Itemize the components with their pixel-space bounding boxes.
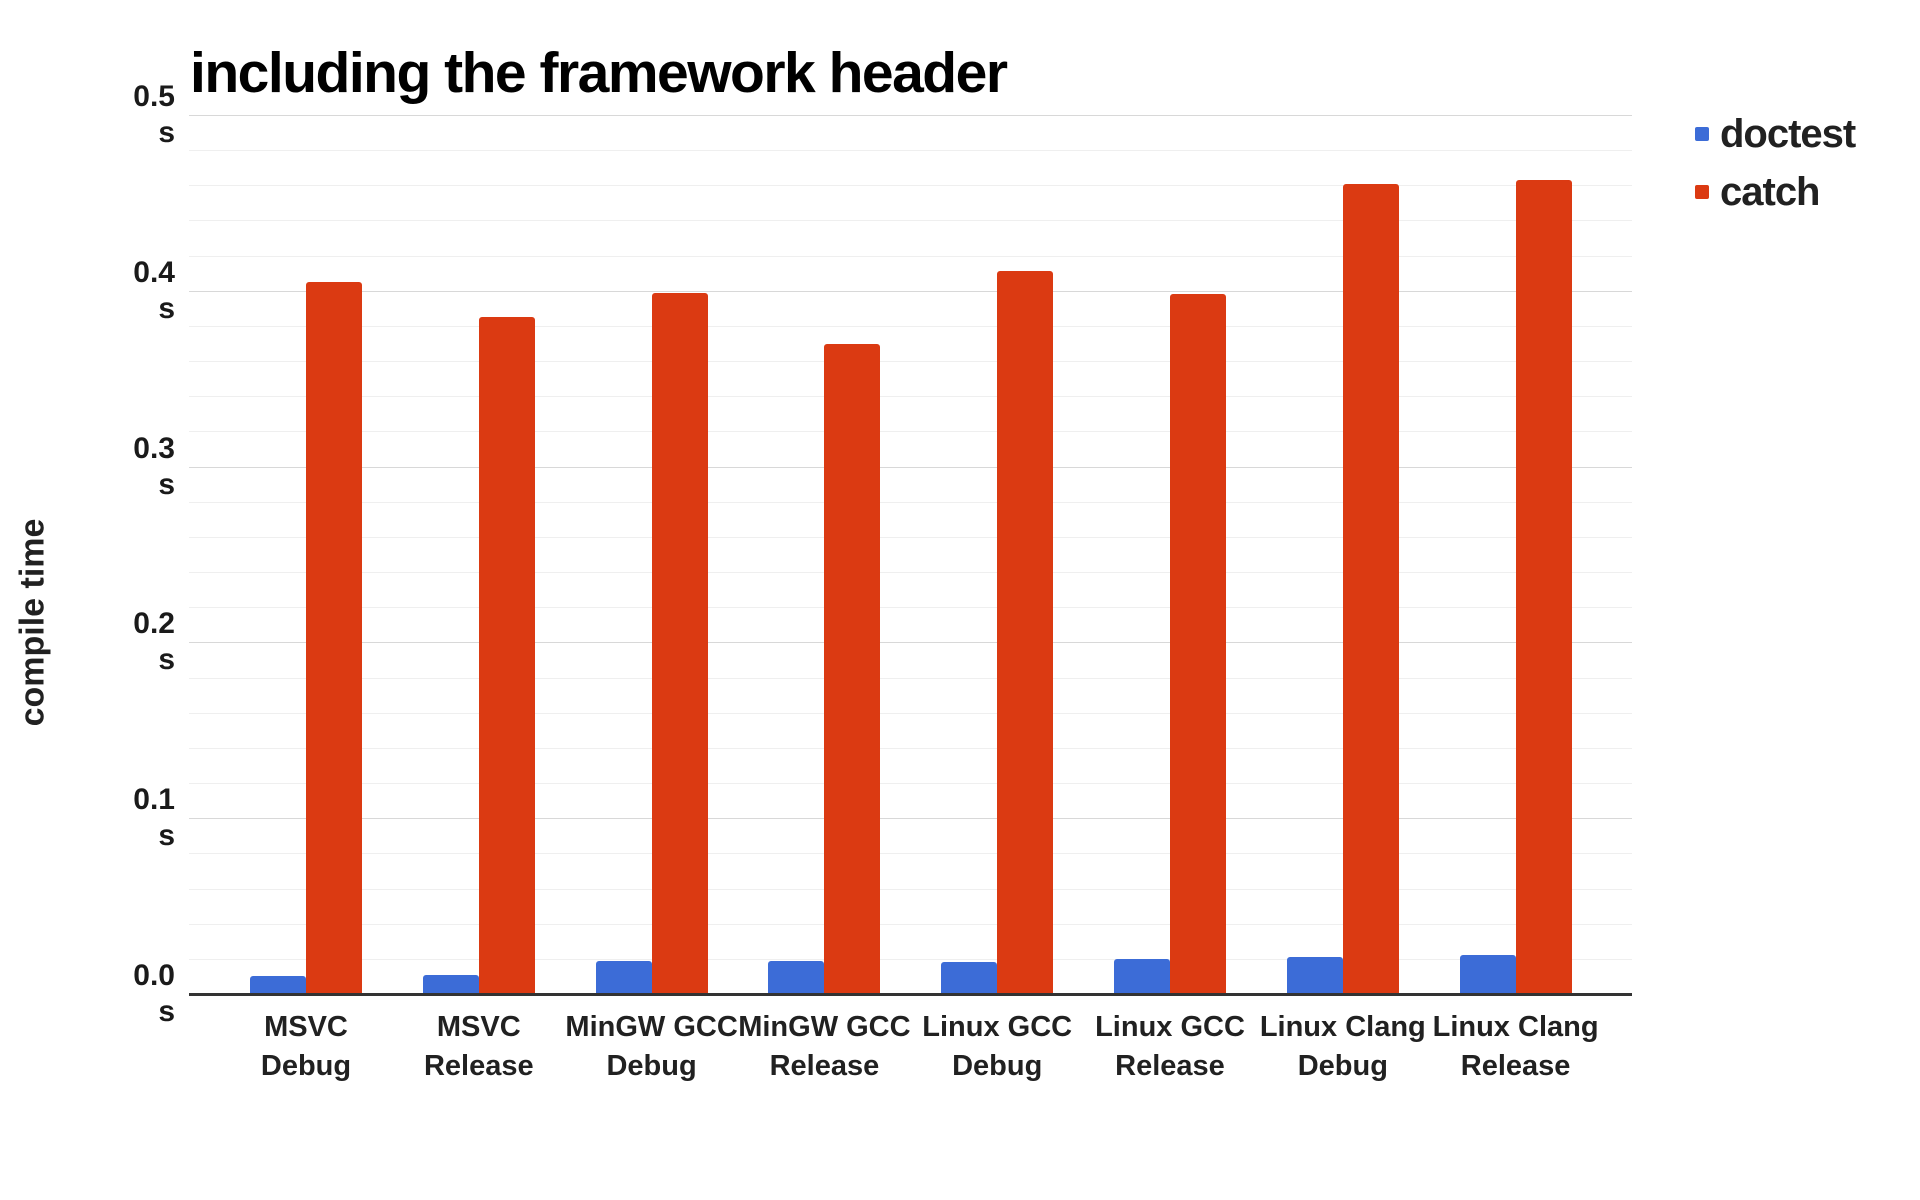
bar-doctest-msvc-debug [250, 976, 306, 994]
bar-catch-linux-gcc-debug [997, 271, 1054, 994]
y-tick-label: 0.0 s [133, 958, 175, 1030]
y-axis-title: compile time [13, 518, 52, 727]
legend: doctest catch [1695, 112, 1856, 212]
minor-gridline [189, 572, 1632, 573]
x-tick-line: Release [1115, 1050, 1225, 1082]
y-tick-value: 0.4 [133, 255, 175, 289]
x-tick-label: Linux GCC Release [1040, 1008, 1300, 1086]
bar-catch-mingw-gcc-debug [651, 292, 708, 994]
bar-doctest-linux-gcc-debug [941, 962, 998, 994]
doctest-series-swatch [1695, 127, 1709, 141]
y-tick-label: 0.3 s [133, 431, 175, 503]
y-tick-unit: s [158, 116, 175, 149]
minor-gridline [189, 959, 1632, 960]
x-tick-line: MSVC [264, 1011, 348, 1043]
y-tick-unit: s [158, 819, 175, 853]
x-tick-line: Linux Clang [1259, 1011, 1426, 1043]
x-tick-line: Release [769, 1050, 880, 1082]
legend-label-doctest: doctest [1720, 112, 1856, 156]
minor-gridline [189, 924, 1632, 925]
bar-doctest-mingw-gcc-debug [595, 960, 652, 994]
x-tick-label: Linux GCC Debug [867, 1008, 1127, 1086]
x-tick-line: Release [1460, 1050, 1571, 1082]
bar-catch-linux-clang-debug [1342, 183, 1399, 994]
y-tick-label: 0.1 s [133, 782, 175, 854]
minor-gridline [189, 748, 1632, 749]
y-tick-value: 0.3 [133, 431, 175, 465]
major-gridline [189, 291, 1632, 292]
y-tick-value: 0.1 [133, 783, 175, 817]
x-tick-line: Linux GCC [922, 1011, 1073, 1043]
minor-gridline [189, 678, 1632, 679]
y-tick-value: 0.2 [133, 607, 175, 641]
minor-gridline [189, 783, 1632, 784]
minor-gridline [189, 326, 1632, 327]
x-tick-label: MSVC Release [349, 1008, 609, 1086]
y-tick-label: 0.2 s [133, 606, 175, 678]
x-tick-line: MinGW GCC [565, 1011, 738, 1043]
y-tick-label: 0.5 s [133, 79, 175, 151]
bar-catch-linux-clang-release [1515, 180, 1572, 994]
x-tick-line: MinGW GCC [738, 1011, 911, 1043]
minor-gridline [189, 502, 1632, 503]
x-tick-line: Release [423, 1050, 534, 1082]
minor-gridline [189, 361, 1632, 362]
chart-title: including the framework header [190, 41, 1008, 105]
bar-catch-mingw-gcc-release [824, 343, 881, 994]
x-tick-label: Linux Clang Release [1386, 1008, 1646, 1086]
minor-gridline [189, 150, 1632, 151]
major-gridline [189, 818, 1632, 819]
minor-gridline [189, 185, 1632, 186]
x-tick-line: Debug [1297, 1050, 1388, 1082]
minor-gridline [189, 889, 1632, 890]
minor-gridline [189, 607, 1632, 608]
minor-gridline [189, 431, 1632, 432]
bar-doctest-linux-gcc-release [1114, 958, 1170, 994]
y-tick-unit: s [158, 467, 175, 501]
x-tick-label: MinGW GCC Release [694, 1008, 954, 1086]
bar-doctest-msvc-release [422, 974, 479, 994]
legend-label-catch: catch [1720, 170, 1820, 214]
major-gridline [189, 467, 1632, 468]
minor-gridline [189, 537, 1632, 538]
minor-gridline [189, 220, 1632, 221]
x-tick-label: Linux Clang Debug [1213, 1008, 1473, 1086]
y-tick-unit: s [158, 291, 175, 325]
major-gridline [189, 642, 1632, 643]
x-tick-line: Linux Clang [1432, 1011, 1599, 1043]
minor-gridline [189, 713, 1632, 714]
x-tick-line: Debug [952, 1050, 1043, 1082]
y-tick-value: 0.5 [133, 80, 175, 113]
catch-series-swatch [1695, 185, 1709, 199]
x-tick-line: Linux GCC [1095, 1011, 1245, 1043]
bar-catch-linux-gcc-release [1170, 294, 1226, 994]
bar-catch-msvc-debug [306, 282, 362, 994]
bar-catch-msvc-release [478, 317, 535, 994]
x-tick-line: MSVC [436, 1011, 521, 1043]
y-tick-value: 0.0 [133, 959, 175, 992]
x-tick-line: Debug [260, 1050, 352, 1082]
bar-doctest-linux-clang-debug [1286, 957, 1343, 994]
bar-doctest-linux-clang-release [1459, 955, 1516, 994]
minor-gridline [189, 853, 1632, 854]
x-tick-label: MinGW GCC Debug [522, 1008, 782, 1086]
legend-item-catch: catch [1695, 172, 1855, 212]
y-tick-label: 0.4 s [133, 255, 175, 327]
minor-gridline [189, 256, 1632, 257]
y-tick-unit: s [158, 995, 175, 1028]
x-axis-baseline [189, 993, 1632, 996]
y-tick-unit: s [158, 643, 175, 677]
minor-gridline [189, 396, 1632, 397]
major-gridline [189, 115, 1632, 116]
x-tick-label: MSVC Debug [176, 1008, 436, 1086]
legend-item-doctest: doctest [1695, 112, 1856, 156]
bar-doctest-mingw-gcc-release [768, 960, 825, 994]
x-tick-line: Debug [606, 1050, 697, 1082]
